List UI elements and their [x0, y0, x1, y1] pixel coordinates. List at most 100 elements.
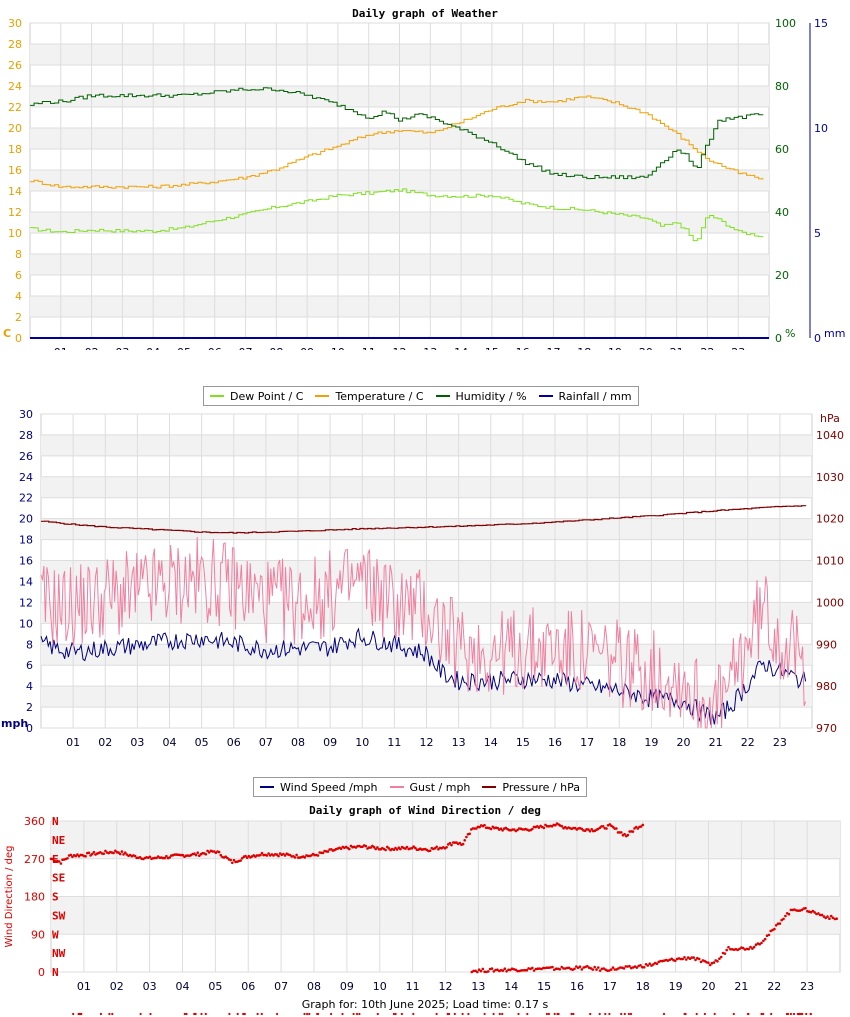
- x-tick-label: 16: [570, 980, 584, 993]
- data-point: [758, 943, 761, 946]
- y-right1-tick-label: 60: [775, 143, 789, 156]
- data-point: [399, 847, 402, 851]
- x-tick-label: 17: [580, 736, 594, 749]
- data-point: [376, 846, 379, 849]
- row-dot: [99, 1012, 102, 1016]
- row-dot: [412, 1012, 415, 1016]
- row-dot: [498, 1012, 501, 1016]
- row-dot: [308, 1012, 311, 1016]
- data-point: [567, 966, 571, 970]
- data-point: [718, 957, 721, 960]
- data-point: [461, 842, 465, 846]
- data-point: [580, 968, 584, 971]
- legend-swatch: [210, 395, 224, 397]
- row-dot: [392, 1012, 395, 1016]
- x-tick-label: 01: [77, 980, 91, 993]
- data-point: [811, 909, 815, 913]
- data-point: [122, 853, 125, 856]
- row-dot: [200, 1012, 203, 1016]
- data-point: [92, 850, 96, 854]
- legend-label: Dew Point / C: [230, 389, 304, 403]
- x-tick-label: 16: [548, 736, 562, 749]
- legend-swatch: [389, 786, 404, 788]
- x-tick-label: 07: [259, 736, 273, 749]
- data-point: [76, 853, 79, 856]
- compass-label: NE: [52, 834, 65, 847]
- legend-item: Wind Speed /mph: [260, 781, 378, 794]
- y-right2-tick-label: 0: [814, 332, 821, 345]
- x-tick-label: 03: [130, 736, 144, 749]
- data-point: [751, 947, 754, 950]
- data-point: [260, 851, 264, 855]
- data-point: [641, 823, 645, 827]
- row-dot: [183, 1012, 186, 1016]
- x-tick-label: 19: [608, 346, 622, 350]
- row-dot: [556, 1012, 559, 1016]
- x-tick-label: 17: [603, 980, 617, 993]
- y-left-tick-label: 4: [26, 680, 33, 693]
- x-tick-label: 21: [670, 346, 684, 350]
- y-tick-label: 0: [38, 966, 45, 979]
- data-point: [723, 952, 727, 955]
- data-point: [369, 846, 373, 849]
- x-tick-label: 18: [636, 980, 650, 993]
- data-point: [554, 823, 557, 827]
- x-tick-label: 02: [98, 736, 112, 749]
- data-point: [605, 827, 608, 830]
- row-dot: [394, 1012, 397, 1016]
- x-tick-label: 04: [176, 980, 190, 993]
- row-dot: [185, 1012, 188, 1016]
- data-point: [275, 853, 279, 856]
- data-point: [219, 853, 223, 857]
- y-left-tick-label: 6: [15, 269, 22, 282]
- y-left-tick-label: 22: [19, 492, 33, 505]
- x-tick-label: 10: [331, 346, 345, 350]
- data-point: [619, 966, 622, 969]
- data-point: [590, 828, 593, 831]
- data-point: [784, 914, 787, 918]
- data-point: [525, 968, 529, 972]
- data-point: [620, 831, 623, 834]
- x-tick-label: 16: [516, 346, 530, 350]
- legend-item: Temperature / C: [315, 390, 424, 403]
- data-point: [685, 958, 688, 961]
- data-point: [835, 917, 838, 920]
- data-point: [277, 854, 280, 858]
- legend-label: Humidity / %: [455, 389, 527, 403]
- y-left-tick-label: 30: [19, 408, 33, 421]
- data-point: [641, 965, 644, 969]
- data-point: [694, 958, 697, 962]
- data-point: [316, 854, 320, 857]
- data-point: [505, 970, 508, 973]
- data-point: [648, 962, 651, 965]
- data-point: [293, 856, 297, 859]
- data-point: [232, 858, 236, 862]
- data-point: [194, 853, 198, 857]
- data-point: [727, 945, 730, 949]
- series-line-pressure: [41, 505, 807, 534]
- data-point: [133, 854, 137, 858]
- data-point: [762, 939, 765, 943]
- y-left-tick-label: 14: [8, 185, 22, 198]
- legend-swatch: [260, 786, 274, 788]
- data-point: [395, 848, 399, 851]
- data-point: [626, 833, 630, 837]
- data-point: [754, 943, 758, 946]
- x-tick-label: 12: [393, 346, 407, 350]
- data-point: [588, 829, 592, 833]
- data-point: [824, 916, 827, 920]
- data-point: [282, 852, 285, 856]
- data-point: [74, 854, 77, 858]
- weather-chart: 0246810121416182022242628300102030405060…: [3, 7, 845, 350]
- row-dot: [547, 1012, 551, 1016]
- data-point: [245, 856, 249, 860]
- data-point: [542, 966, 545, 970]
- data-point: [828, 917, 831, 920]
- data-point: [622, 967, 626, 970]
- data-point: [681, 957, 684, 961]
- data-point: [809, 910, 813, 914]
- data-point: [181, 853, 185, 857]
- data-point: [560, 965, 563, 969]
- data-point: [573, 967, 576, 971]
- data-point: [601, 825, 605, 828]
